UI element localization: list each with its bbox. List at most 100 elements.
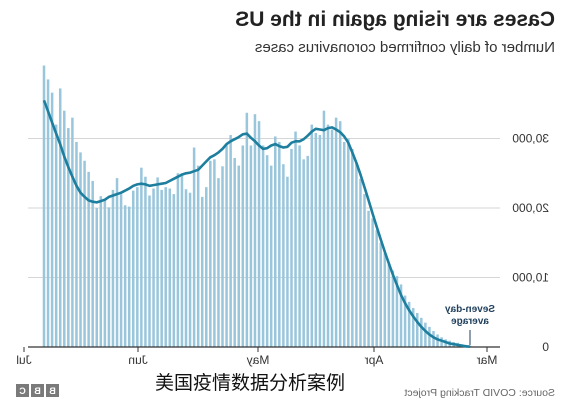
case-bar: [359, 178, 362, 347]
case-bar: [184, 189, 188, 347]
case-bar: [314, 132, 318, 347]
x-tick-label: Apr: [365, 353, 384, 367]
case-bar: [229, 135, 232, 347]
case-bar: [399, 284, 403, 347]
case-bar: [233, 157, 236, 347]
case-bar: [160, 189, 163, 347]
case-bar: [415, 312, 419, 347]
case-bar: [156, 177, 159, 347]
case-bar: [225, 145, 228, 347]
case-bar: [200, 196, 204, 347]
bbc-block: [16, 384, 29, 397]
case-bar: [217, 178, 220, 347]
case-bar: [144, 176, 147, 347]
case-bar: [403, 295, 407, 347]
chart-subtitle: Number of daily confirmed coronavirus ca…: [255, 39, 555, 56]
case-bar: [196, 165, 200, 347]
case-bar: [286, 176, 289, 347]
case-bar: [241, 145, 245, 347]
y-axis-ticks: 0 10,000 20,000 30,000: [512, 132, 549, 355]
case-bar: [152, 188, 155, 347]
case-bar: [310, 124, 314, 347]
case-bar: [290, 148, 293, 347]
x-tick-label: Mar: [477, 353, 498, 367]
y-tick-label: 10,000: [512, 271, 549, 285]
case-bar: [391, 270, 395, 347]
case-bar: [363, 194, 366, 347]
case-bar: [136, 187, 139, 347]
case-bar: [95, 208, 99, 347]
case-bar: [249, 145, 253, 347]
case-bar: [326, 124, 330, 347]
case-bar: [123, 205, 127, 347]
case-bar: [371, 218, 374, 347]
case-bar: [79, 152, 82, 347]
y-tick-label: 30,000: [512, 132, 549, 146]
case-bar: [103, 198, 107, 347]
case-bar: [424, 322, 427, 347]
case-bar: [395, 276, 399, 347]
case-bar: [245, 112, 249, 347]
y-tick-label: 20,000: [512, 201, 549, 215]
case-bar: [131, 190, 135, 347]
case-bar: [111, 189, 115, 347]
x-tick-label: Jul: [16, 353, 31, 367]
case-bar: [180, 173, 184, 347]
case-bar: [351, 148, 354, 347]
case-bar: [63, 110, 66, 347]
case-bar: [257, 121, 261, 347]
chart-title: Cases are rising again in the US: [235, 8, 555, 31]
case-bar: [71, 117, 74, 348]
case-bar: [46, 79, 50, 348]
case-bar: [379, 242, 383, 347]
case-bar: [205, 187, 208, 347]
case-bar: [282, 164, 285, 347]
title-group: Cases are rising again in the US Number …: [235, 8, 555, 56]
case-bar: [237, 165, 241, 347]
case-bar: [367, 210, 370, 347]
case-bar: [127, 206, 131, 347]
case-bar: [42, 65, 46, 348]
watermark-caption: 美国疫情数据分析案例: [155, 372, 345, 394]
case-bar: [306, 155, 309, 347]
case-bar: [168, 188, 172, 347]
case-bar: [75, 141, 78, 347]
case-bar: [87, 171, 90, 347]
case-bar: [148, 195, 151, 347]
case-bar: [140, 167, 143, 347]
case-bar: [265, 155, 269, 347]
case-bar: [355, 162, 358, 347]
case-bar: [342, 141, 346, 347]
case-bar: [58, 88, 62, 348]
annotation-line-2: average: [451, 316, 489, 327]
case-bar: [318, 135, 322, 347]
case-bar: [67, 128, 70, 347]
case-bar: [253, 114, 257, 347]
case-bar: [119, 194, 123, 347]
case-bar: [440, 337, 443, 347]
case-bar: [99, 196, 103, 347]
case-bar: [50, 92, 54, 347]
case-bar: [322, 110, 326, 347]
case-bar: [172, 194, 176, 347]
x-tick-label: Jun: [128, 353, 147, 367]
bbc-logo: BBC: [16, 384, 59, 397]
case-bar: [213, 159, 216, 347]
seven-day-average-line: [42, 99, 471, 348]
case-bar: [176, 173, 180, 347]
case-bar: [298, 145, 301, 347]
mirrored-labels: Seven-day average Source: COVID Tracking…: [16, 304, 555, 399]
case-bar: [107, 207, 111, 347]
case-bar: [407, 301, 411, 347]
case-bar: [115, 178, 119, 347]
case-bar: [278, 141, 281, 347]
x-tick-label: May: [247, 353, 270, 367]
daily-case-bars: [42, 65, 472, 348]
case-bar: [411, 308, 415, 347]
bbc-letter: B: [34, 386, 41, 396]
case-bar: [188, 192, 192, 347]
case-bar: [83, 160, 86, 347]
case-bar: [164, 187, 167, 347]
case-bar: [334, 117, 338, 348]
bbc-block: [31, 384, 44, 397]
